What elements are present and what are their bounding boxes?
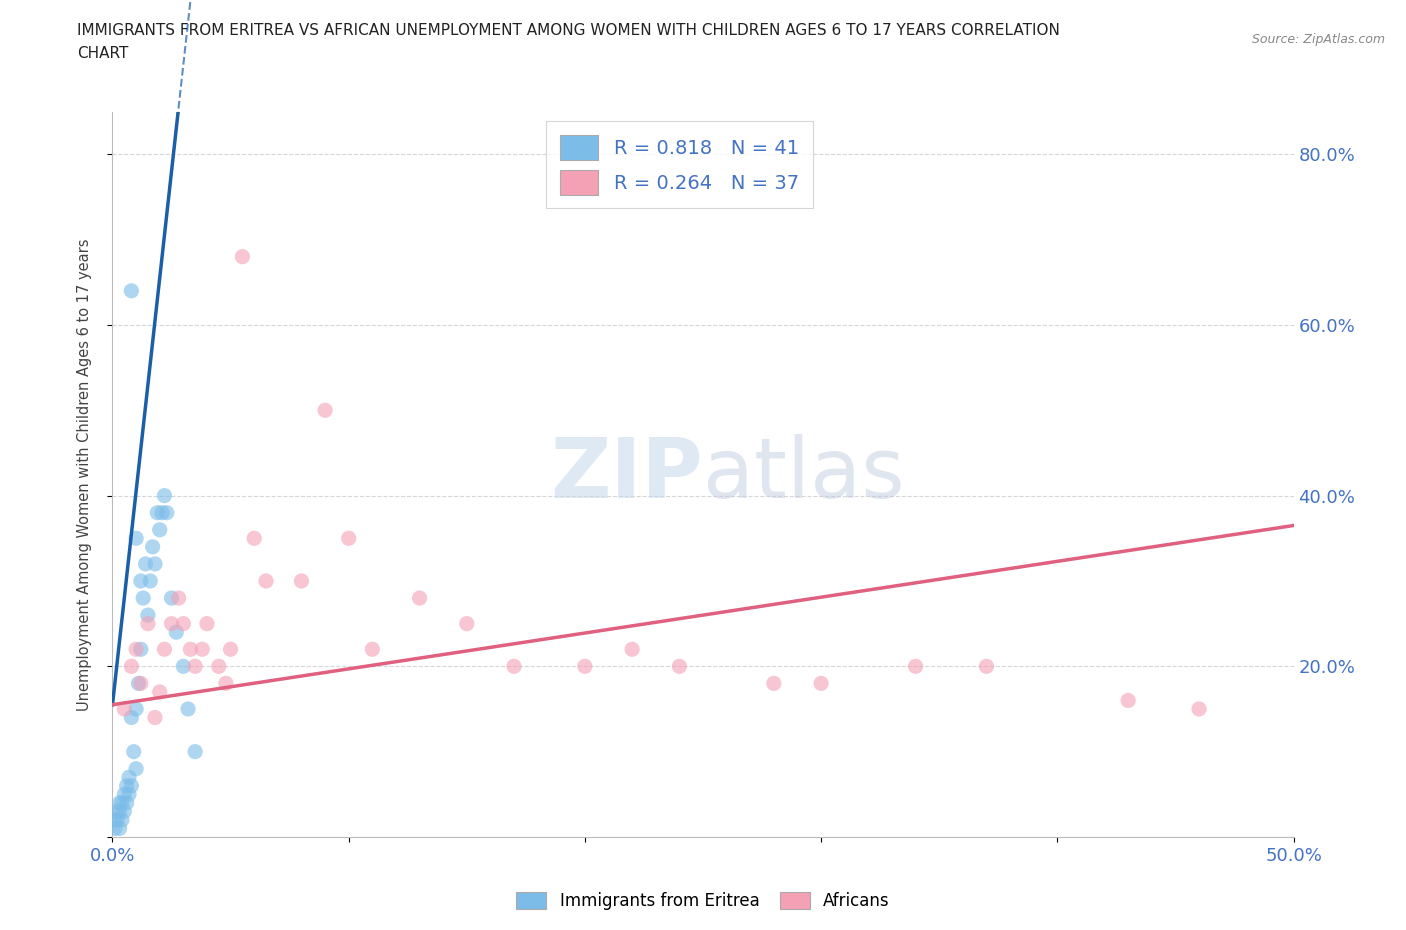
Point bbox=[254, 574, 277, 589]
Point bbox=[129, 676, 152, 691]
Point bbox=[172, 617, 194, 631]
Point bbox=[810, 676, 832, 691]
Point bbox=[143, 556, 166, 571]
Point bbox=[136, 607, 159, 622]
Point bbox=[120, 778, 142, 793]
Point bbox=[125, 642, 148, 657]
Legend: R = 0.818   N = 41, R = 0.264   N = 37: R = 0.818 N = 41, R = 0.264 N = 37 bbox=[546, 121, 813, 208]
Point bbox=[115, 778, 138, 793]
Point bbox=[112, 787, 135, 802]
Point bbox=[139, 574, 162, 589]
Point bbox=[125, 701, 148, 716]
Point bbox=[118, 787, 141, 802]
Point bbox=[408, 591, 430, 605]
Point bbox=[668, 658, 690, 673]
Point bbox=[143, 711, 166, 725]
Point bbox=[120, 658, 142, 673]
Point bbox=[125, 531, 148, 546]
Point bbox=[621, 642, 644, 657]
Point bbox=[153, 642, 176, 657]
Point bbox=[135, 556, 157, 571]
Point bbox=[132, 591, 155, 605]
Point bbox=[120, 284, 142, 299]
Text: CHART: CHART bbox=[77, 46, 129, 61]
Point bbox=[215, 676, 238, 691]
Point bbox=[976, 658, 998, 673]
Point bbox=[574, 658, 596, 673]
Point bbox=[136, 617, 159, 631]
Point bbox=[208, 658, 231, 673]
Point bbox=[195, 617, 218, 631]
Point bbox=[150, 505, 173, 520]
Point bbox=[231, 249, 253, 264]
Point bbox=[125, 762, 148, 777]
Point bbox=[118, 770, 141, 785]
Point bbox=[142, 539, 165, 554]
Point bbox=[290, 574, 312, 589]
Point bbox=[129, 574, 152, 589]
Point bbox=[160, 617, 183, 631]
Point bbox=[156, 505, 179, 520]
Point bbox=[105, 813, 128, 828]
Point bbox=[179, 642, 201, 657]
Point bbox=[127, 676, 149, 691]
Point bbox=[904, 658, 927, 673]
Point bbox=[219, 642, 242, 657]
Point bbox=[122, 744, 145, 759]
Point bbox=[120, 711, 142, 725]
Point bbox=[361, 642, 384, 657]
Legend: Immigrants from Eritrea, Africans: Immigrants from Eritrea, Africans bbox=[510, 885, 896, 917]
Point bbox=[1116, 693, 1139, 708]
Point bbox=[160, 591, 183, 605]
Point bbox=[172, 658, 194, 673]
Point bbox=[104, 821, 127, 836]
Point bbox=[167, 591, 190, 605]
Text: IMMIGRANTS FROM ERITREA VS AFRICAN UNEMPLOYMENT AMONG WOMEN WITH CHILDREN AGES 6: IMMIGRANTS FROM ERITREA VS AFRICAN UNEMP… bbox=[77, 23, 1060, 38]
Point bbox=[108, 804, 131, 818]
Text: ZIP: ZIP bbox=[551, 433, 703, 515]
Y-axis label: Unemployment Among Women with Children Ages 6 to 17 years: Unemployment Among Women with Children A… bbox=[77, 238, 91, 711]
Point bbox=[456, 617, 478, 631]
Point bbox=[108, 795, 131, 810]
Point bbox=[111, 813, 134, 828]
Point bbox=[104, 813, 127, 828]
Point bbox=[503, 658, 526, 673]
Text: atlas: atlas bbox=[703, 433, 904, 515]
Point bbox=[337, 531, 360, 546]
Point bbox=[314, 403, 336, 418]
Point bbox=[108, 821, 131, 836]
Point bbox=[153, 488, 176, 503]
Point bbox=[1188, 701, 1211, 716]
Text: Source: ZipAtlas.com: Source: ZipAtlas.com bbox=[1251, 33, 1385, 46]
Point bbox=[184, 744, 207, 759]
Point bbox=[129, 642, 152, 657]
Point bbox=[112, 701, 135, 716]
Point bbox=[112, 804, 135, 818]
Point bbox=[105, 804, 128, 818]
Point bbox=[165, 625, 187, 640]
Point bbox=[762, 676, 785, 691]
Point bbox=[149, 684, 172, 699]
Point bbox=[149, 523, 172, 538]
Point bbox=[243, 531, 266, 546]
Point bbox=[184, 658, 207, 673]
Point bbox=[191, 642, 214, 657]
Point bbox=[111, 795, 134, 810]
Point bbox=[177, 701, 200, 716]
Point bbox=[146, 505, 169, 520]
Point bbox=[115, 795, 138, 810]
